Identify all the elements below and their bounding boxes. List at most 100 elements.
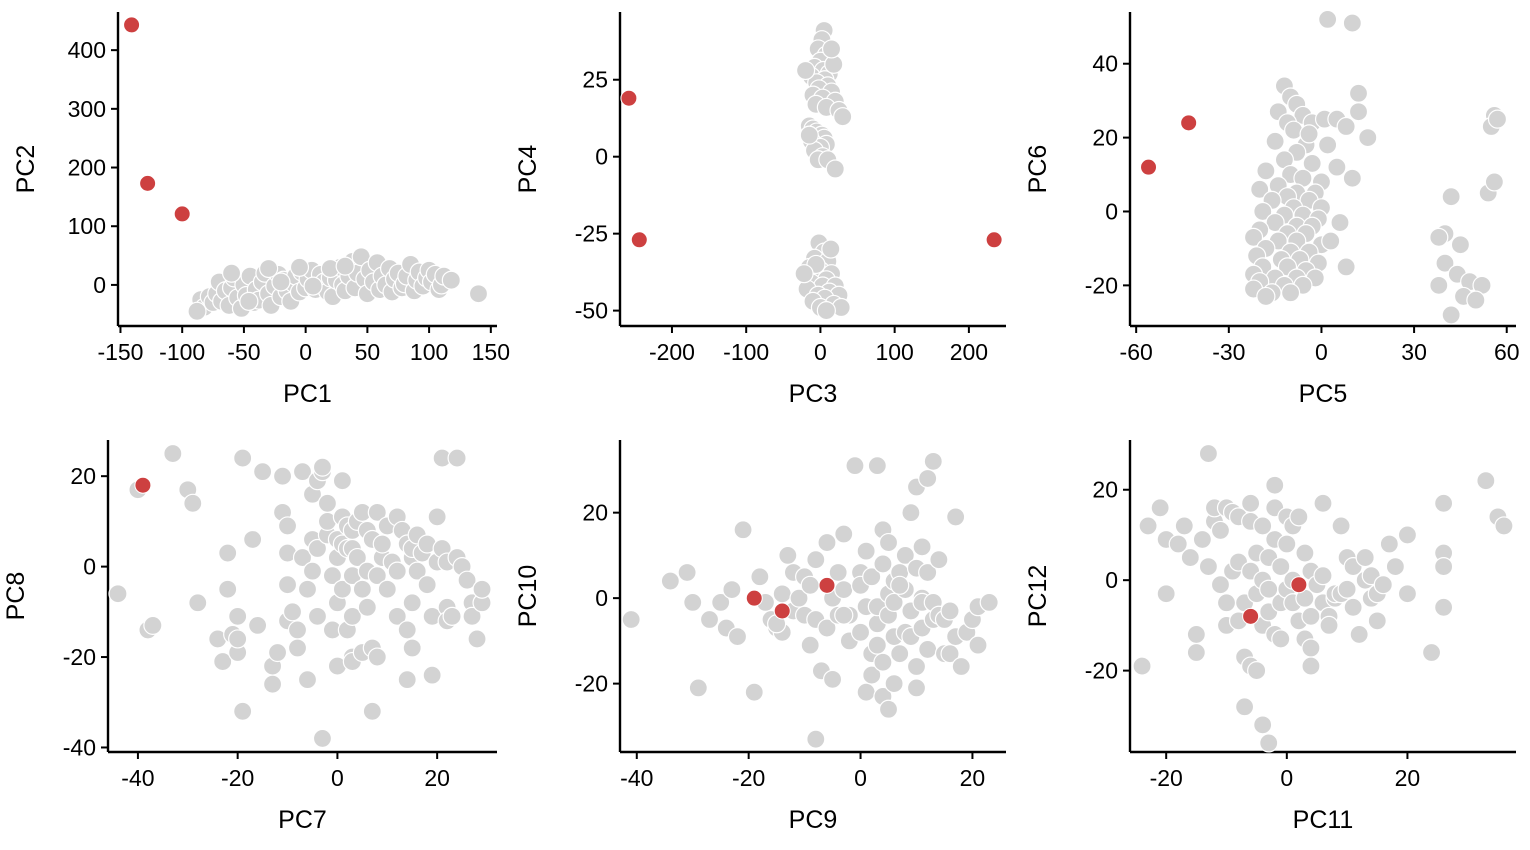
- x-tick-label: -100: [723, 339, 769, 365]
- data-point: [1434, 557, 1454, 577]
- data-point: [727, 627, 748, 647]
- data-point: [462, 606, 482, 626]
- data-point: [417, 575, 437, 595]
- data-point: [895, 545, 915, 565]
- y-tick-label: -20: [575, 671, 608, 697]
- x-axis-title: PC3: [789, 380, 838, 408]
- data-point: [367, 502, 387, 522]
- data-point: [335, 256, 355, 276]
- data-point: [1429, 275, 1449, 295]
- y-tick-label: 25: [582, 67, 608, 93]
- x-tick-label: -30: [1212, 339, 1245, 365]
- data-point: [800, 575, 820, 595]
- highlight-point: [818, 576, 836, 594]
- data-point: [233, 701, 253, 721]
- x-tick-label: -100: [159, 339, 205, 365]
- data-point: [357, 597, 377, 617]
- data-point: [1250, 179, 1270, 199]
- x-tick-label: -150: [97, 339, 143, 365]
- x-tick-label: 0: [299, 339, 312, 365]
- y-tick-label: -20: [1085, 272, 1118, 298]
- data-point: [342, 606, 362, 626]
- y-tick-label: -50: [575, 298, 608, 324]
- y-tick-label: 200: [68, 155, 106, 181]
- data-point: [267, 642, 288, 663]
- x-tick-label: 0: [331, 765, 344, 791]
- data-point: [292, 547, 313, 568]
- data-point: [1198, 557, 1219, 577]
- data-point: [1210, 520, 1231, 541]
- data-point: [322, 566, 343, 586]
- y-tick-label: 0: [93, 272, 106, 298]
- data-point: [862, 567, 882, 587]
- y-axis-title: PC2: [12, 145, 40, 194]
- y-tick-label: 20: [1092, 477, 1118, 503]
- data-point: [1247, 661, 1267, 681]
- data-point: [352, 579, 372, 599]
- x-tick-label: -50: [227, 339, 260, 365]
- scatter-panel-6: -20 0 20 -20 0 20 PC11 PC12: [1024, 440, 1516, 834]
- x-tick-label: 100: [410, 339, 448, 365]
- data-point: [1327, 157, 1347, 177]
- highlight-point: [630, 231, 648, 249]
- data-point: [1253, 201, 1273, 222]
- data-point: [312, 728, 333, 749]
- data-point: [1379, 534, 1399, 554]
- data-point: [825, 159, 845, 179]
- x-axis-title: PC7: [278, 806, 327, 834]
- data-point: [850, 622, 871, 642]
- data-point: [884, 674, 904, 694]
- x-tick-label: 20: [424, 765, 450, 791]
- data-point: [817, 532, 837, 553]
- y-tick-label: 0: [595, 585, 608, 611]
- data-point: [1494, 516, 1514, 536]
- data-point: [422, 665, 442, 685]
- data-point: [1434, 493, 1454, 513]
- data-point: [188, 593, 208, 613]
- data-point: [332, 471, 352, 491]
- x-tick-label: 0: [814, 339, 827, 365]
- data-point: [833, 107, 853, 127]
- data-point: [1289, 507, 1309, 527]
- data-point: [362, 701, 382, 721]
- highlight-point: [1140, 158, 1158, 176]
- data-point: [800, 635, 820, 655]
- data-point: [1256, 286, 1276, 307]
- y-tick-label: 20: [1092, 125, 1118, 151]
- data-point: [287, 638, 308, 658]
- data-point: [277, 516, 298, 536]
- data-point: [951, 656, 971, 677]
- y-axis-title: PC4: [514, 145, 542, 194]
- data-point: [621, 609, 641, 630]
- data-point: [282, 602, 303, 622]
- data-point: [1186, 624, 1206, 645]
- data-point: [397, 670, 417, 690]
- data-point: [834, 524, 854, 544]
- x-tick-label: -20: [1150, 765, 1183, 791]
- data-point: [1385, 557, 1405, 577]
- data-point: [733, 520, 753, 540]
- data-point: [187, 301, 207, 321]
- data-point: [688, 678, 708, 698]
- data-point: [1355, 547, 1375, 568]
- highlight-point: [773, 602, 791, 620]
- data-point: [834, 605, 854, 625]
- data-point: [387, 561, 407, 581]
- x-axis-title: PC1: [283, 380, 332, 408]
- data-point: [472, 579, 492, 599]
- data-point: [878, 532, 899, 553]
- data-point: [108, 584, 128, 604]
- data-point: [772, 584, 792, 604]
- data-point: [1299, 124, 1319, 144]
- data-point: [845, 456, 865, 476]
- y-tick-label: 0: [1105, 567, 1118, 593]
- x-tick-label: -20: [221, 765, 254, 791]
- data-point: [218, 579, 238, 599]
- data-point: [946, 507, 966, 527]
- data-point: [1256, 161, 1276, 181]
- data-point: [228, 629, 248, 649]
- data-point: [377, 579, 397, 599]
- y-tick-label: -20: [1085, 658, 1118, 684]
- highlight-point: [1180, 114, 1198, 132]
- data-point: [289, 257, 310, 277]
